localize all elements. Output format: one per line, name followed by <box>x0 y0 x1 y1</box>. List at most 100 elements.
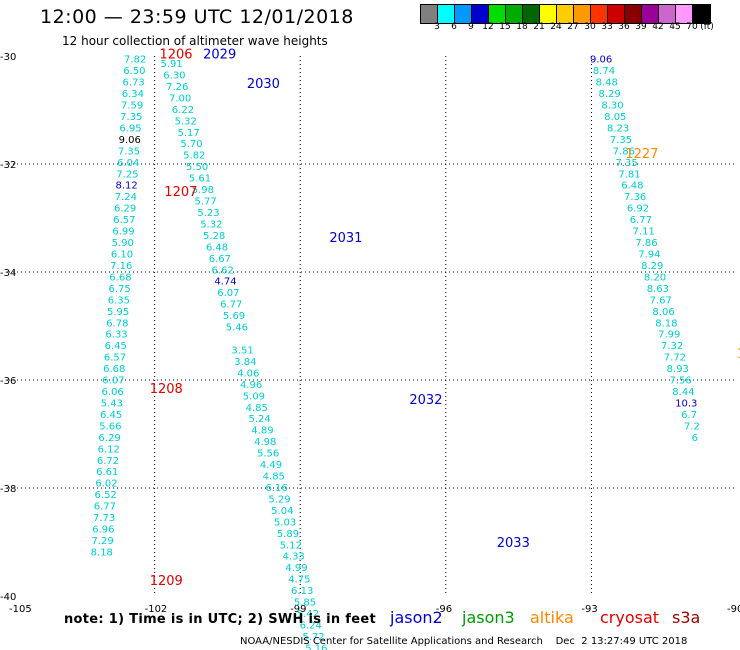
wave-height-value: 5.77 <box>195 197 217 208</box>
wave-height-value: 5.29 <box>268 494 290 505</box>
track-a: 7.826.506.736.347.597.356.959.067.356.04… <box>91 55 147 559</box>
legend-label: 70 <box>686 22 698 32</box>
wave-height-value: 5.32 <box>175 116 197 127</box>
wave-height-value: 7.00 <box>169 93 191 104</box>
wave-height-value: 10.3 <box>675 398 697 409</box>
satellite-legend-altika: altika <box>530 608 574 627</box>
wave-height-value: 6.67 <box>209 254 231 265</box>
pass-time-label: 1206 <box>159 47 192 62</box>
wave-height-value: 5.28 <box>203 231 225 242</box>
wave-height-value: 4.33 <box>283 552 305 563</box>
wave-height-value: 8.48 <box>596 78 618 89</box>
wave-height-value: 8.12 <box>116 181 138 192</box>
wave-height-value: 7.32 <box>661 341 683 352</box>
wave-height-value: 6 <box>692 433 698 444</box>
pass-time-label: 2030 <box>247 77 280 92</box>
wave-height-value: 7.73 <box>93 513 115 524</box>
wave-height-value: 6.73 <box>123 78 145 89</box>
wave-height-value: 4.98 <box>254 437 276 448</box>
wave-height-value: 5.32 <box>200 219 222 230</box>
wave-height-value: 6.30 <box>163 70 185 81</box>
wave-height-value: 8.74 <box>593 66 615 77</box>
wave-height-value: 6.07 <box>102 376 124 387</box>
wave-height-value: 6.92 <box>627 204 649 215</box>
wave-height-value: 6.10 <box>111 249 133 260</box>
wave-height-value: 5.66 <box>99 421 121 432</box>
pass-time-label: 1227 <box>625 147 658 162</box>
wave-height-value: 8.23 <box>607 123 629 134</box>
credit-line: NOAA/NESDIS Center for Satellite Applica… <box>240 636 688 647</box>
wave-height-value: 7.35 <box>610 135 632 146</box>
legend-label: 27 <box>567 22 579 32</box>
wave-height-value: 6.29 <box>98 433 120 444</box>
y-tick-label: -34 <box>0 268 16 279</box>
wave-height-value: 8.06 <box>652 307 674 318</box>
wave-height-value: 8.30 <box>601 101 623 112</box>
y-tick-label: -32 <box>0 160 16 171</box>
wave-height-value: 7.2 <box>684 421 700 432</box>
wave-height-value: 6.48 <box>621 181 643 192</box>
wave-height-value: 5.69 <box>223 311 245 322</box>
legend-swatch <box>557 5 574 23</box>
wave-height-value: 6.45 <box>100 410 122 421</box>
wave-height-value: 5.43 <box>101 398 123 409</box>
wave-height-value: 7.86 <box>635 238 657 249</box>
pass-time-label: 1207 <box>164 185 197 200</box>
wave-height-value: 7.81 <box>618 169 640 180</box>
wave-height-value: 6.29 <box>114 204 136 215</box>
wave-height-value: 6.68 <box>103 364 125 375</box>
wave-height-value: 7.94 <box>638 249 660 260</box>
wave-height-value: 5.42 <box>297 609 319 620</box>
legend-label: 3 <box>434 22 440 32</box>
wave-height-value: 7.59 <box>121 101 143 112</box>
wave-height-value: 6.04 <box>117 158 139 169</box>
satellite-legend-cryosat: cryosat <box>600 608 660 627</box>
pass-time-label: 13 <box>737 347 740 362</box>
wave-height-value: 5.82 <box>183 151 205 162</box>
wave-height-value: 8.29 <box>598 89 620 100</box>
wave-height-value: 5.03 <box>274 517 296 528</box>
pass-time-label: 2029 <box>203 47 236 62</box>
altimeter-tracks: 7.826.506.736.347.597.356.959.067.356.04… <box>91 55 700 650</box>
legend-label: 30 <box>584 22 596 32</box>
wave-height-value: 6.50 <box>123 66 145 77</box>
wave-height-value: 4.85 <box>263 472 285 483</box>
wave-height-value: 6.77 <box>220 300 242 311</box>
x-tick-label: -96 <box>436 604 452 615</box>
wave-height-value: 8.18 <box>655 318 677 329</box>
legend-label: (ft) <box>700 22 714 32</box>
wave-height-value: 5.89 <box>277 529 299 540</box>
pass-time-label: 2031 <box>329 231 362 246</box>
time-labels: 1206 2029 2030 1207 2031 1208 2032 2033 1209 1227… <box>150 47 740 588</box>
wave-height-value: 4.89 <box>251 426 273 437</box>
legend-label: 12 <box>482 22 494 32</box>
wave-height-value: 7.82 <box>124 55 146 66</box>
legend-label: 6 <box>451 22 457 32</box>
wave-height-value: 5.61 <box>189 174 211 185</box>
wave-height-value: 5.12 <box>280 540 302 551</box>
track-c: 9.068.748.488.298.308.058.237.357.867.35… <box>590 55 700 444</box>
legend-swatch <box>472 5 489 23</box>
legend-swatch <box>642 5 659 23</box>
legend-label: 24 <box>550 22 562 32</box>
wave-height-value: 6.22 <box>172 105 194 116</box>
wave-height-value: 6.13 <box>291 586 313 597</box>
legend-label: 36 <box>618 22 630 32</box>
wave-height-value: 6.06 <box>102 387 124 398</box>
y-tick-label: -30 <box>0 52 16 63</box>
legend-swatch <box>625 5 642 23</box>
y-tick-label: -36 <box>0 376 16 387</box>
wave-height-value: 7.25 <box>116 169 138 180</box>
wave-height-value: 8.18 <box>91 547 113 558</box>
wave-height-value: 8.29 <box>641 261 663 272</box>
wave-height-value: 7.35 <box>118 146 140 157</box>
satellite-legend-jason2: jason2 <box>390 608 443 627</box>
wave-height-value: 7.99 <box>658 330 680 341</box>
wave-height-value: 7.35 <box>120 112 142 123</box>
wave-height-value: 5.24 <box>248 414 270 425</box>
wave-height-value: 6.78 <box>106 318 128 329</box>
wave-height-value: 6.7 <box>681 410 697 421</box>
wave-height-value: 5.91 <box>160 59 182 70</box>
wave-height-value: 4.74 <box>214 277 236 288</box>
